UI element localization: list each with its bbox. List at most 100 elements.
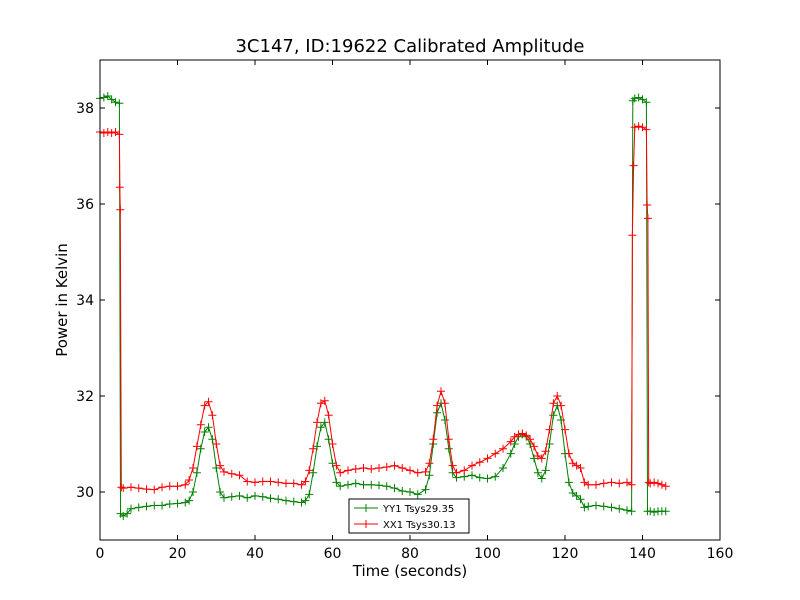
data-point-marker bbox=[336, 482, 345, 491]
data-point-marker bbox=[189, 464, 197, 472]
data-point-marker bbox=[301, 477, 310, 486]
x-tick-label: 40 bbox=[246, 546, 264, 562]
x-tick-label: 20 bbox=[169, 546, 187, 562]
data-point-marker bbox=[514, 430, 523, 439]
data-point-marker bbox=[297, 480, 306, 489]
data-point-marker bbox=[116, 205, 125, 214]
data-point-marker bbox=[282, 496, 290, 505]
data-point-marker bbox=[630, 94, 639, 103]
data-point-marker bbox=[642, 125, 651, 134]
y-axis-label: Power in Kelvin bbox=[53, 243, 71, 357]
data-point-marker bbox=[185, 496, 194, 505]
data-point-marker bbox=[103, 128, 112, 136]
data-point-marker bbox=[537, 474, 546, 483]
data-point-marker bbox=[444, 435, 453, 444]
data-point-marker bbox=[537, 454, 546, 463]
data-point-marker bbox=[189, 488, 197, 496]
x-tick-label: 160 bbox=[707, 546, 734, 562]
data-point-marker bbox=[549, 411, 558, 420]
data-point-marker bbox=[499, 464, 507, 472]
data-point-marker bbox=[599, 479, 608, 488]
data-point-marker bbox=[530, 442, 538, 451]
data-point-marker bbox=[398, 464, 407, 472]
data-point-marker bbox=[607, 478, 616, 487]
data-point-marker bbox=[320, 396, 329, 405]
data-point-marker bbox=[421, 467, 430, 476]
data-point-marker bbox=[235, 491, 244, 500]
legend-box bbox=[348, 498, 470, 534]
data-point-marker bbox=[483, 474, 492, 483]
data-point-marker bbox=[576, 464, 585, 472]
data-point-marker bbox=[328, 440, 337, 448]
data-point-marker bbox=[475, 458, 484, 467]
data-point-marker bbox=[289, 479, 298, 488]
data-point-marker bbox=[243, 493, 252, 502]
data-point-marker bbox=[506, 437, 515, 446]
data-point-marker bbox=[390, 484, 399, 493]
ticks-layer: 0 20 40 60 80 100 120 140 160 30 32 34 36 38 bbox=[76, 60, 733, 562]
data-point-marker bbox=[634, 122, 643, 131]
legend-entry-yy1: YY1 Tsys29.35 bbox=[354, 504, 454, 515]
data-point-marker bbox=[522, 431, 531, 440]
data-point-marker bbox=[584, 480, 593, 489]
data-point-marker bbox=[623, 478, 631, 487]
data-point-marker bbox=[541, 447, 550, 456]
data-point-marker bbox=[305, 490, 314, 499]
data-point-marker bbox=[258, 492, 267, 501]
data-point-marker bbox=[220, 493, 228, 502]
data-point-marker bbox=[212, 440, 221, 448]
data-point-marker bbox=[258, 477, 267, 486]
data-point-marker bbox=[266, 494, 275, 503]
data-point-marker bbox=[628, 231, 637, 240]
data-point-marker bbox=[483, 454, 492, 463]
data-point-marker bbox=[200, 401, 209, 410]
data-point-marker bbox=[158, 501, 166, 510]
data-point-marker bbox=[127, 483, 135, 492]
data-point-marker bbox=[661, 482, 670, 491]
data-point-marker bbox=[220, 467, 228, 476]
data-point-marker bbox=[468, 471, 476, 480]
x-tick-label: 0 bbox=[96, 546, 105, 562]
data-point-marker bbox=[564, 478, 573, 487]
legend-label-xx1: XX1 Tsys30.13 bbox=[383, 520, 456, 531]
data-point-marker bbox=[301, 496, 310, 505]
data-point-marker bbox=[181, 480, 190, 489]
data-point-marker bbox=[406, 466, 414, 475]
data-point-marker bbox=[615, 479, 624, 488]
y-tick-label: 32 bbox=[76, 389, 94, 405]
data-point-marker bbox=[324, 411, 333, 420]
x-tick-label: 140 bbox=[629, 546, 656, 562]
data-point-marker bbox=[650, 508, 659, 517]
data-point-marker bbox=[158, 483, 166, 492]
x-tick-label: 120 bbox=[552, 546, 579, 562]
data-point-marker bbox=[115, 99, 124, 108]
data-point-marker bbox=[646, 507, 655, 516]
data-point-marker bbox=[251, 478, 259, 487]
y-tick-label: 38 bbox=[76, 101, 94, 117]
data-point-marker bbox=[134, 484, 143, 493]
data-point-marker bbox=[468, 461, 476, 470]
data-point-marker bbox=[506, 449, 515, 458]
data-point-marker bbox=[204, 397, 213, 406]
x-tick-label: 60 bbox=[324, 546, 342, 562]
data-point-marker bbox=[433, 401, 442, 410]
data-point-marker bbox=[627, 480, 636, 489]
data-point-marker bbox=[499, 444, 507, 453]
data-point-marker bbox=[643, 200, 652, 209]
data-point-marker bbox=[216, 488, 225, 496]
data-point-marker bbox=[634, 93, 643, 102]
data-point-marker bbox=[243, 477, 252, 486]
data-point-marker bbox=[99, 93, 108, 102]
data-point-marker bbox=[204, 423, 213, 432]
data-point-marker bbox=[227, 469, 236, 478]
data-point-marker bbox=[491, 472, 500, 481]
data-point-marker bbox=[460, 466, 469, 475]
x-axis-label: Time (seconds) bbox=[352, 562, 468, 580]
y-tick-label: 36 bbox=[76, 197, 94, 213]
data-point-marker bbox=[413, 468, 422, 477]
data-point-marker bbox=[316, 423, 325, 432]
data-point-marker bbox=[413, 490, 422, 499]
data-point-marker bbox=[607, 503, 616, 512]
data-point-marker bbox=[440, 416, 449, 424]
data-point-marker bbox=[564, 449, 573, 458]
